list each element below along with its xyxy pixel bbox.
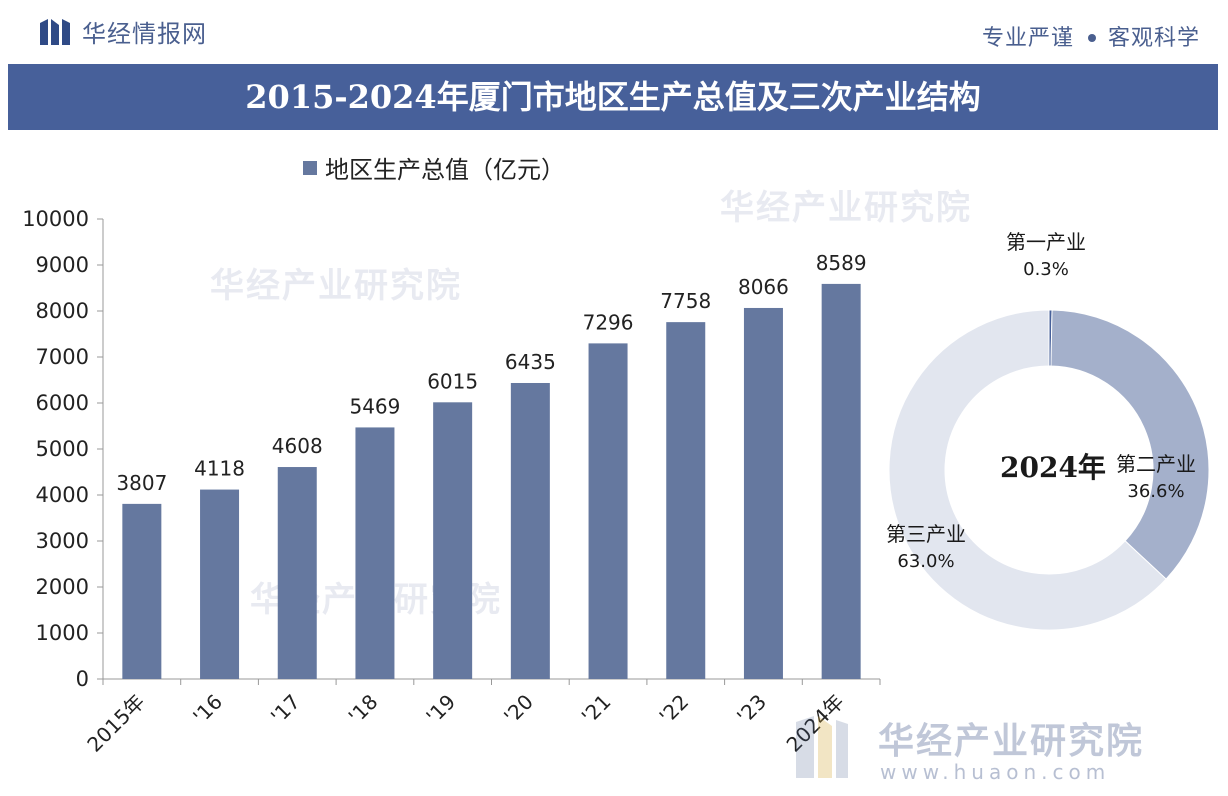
y-tick-label: 9000 — [36, 253, 89, 277]
slice-name: 第三产业 — [886, 522, 966, 546]
brand-logo-icon — [40, 18, 70, 45]
slogan-right: 客观科学 — [1107, 26, 1200, 51]
bar — [200, 489, 240, 679]
legend-label: 地区生产总值（亿元） — [325, 156, 565, 184]
x-tick-label: '19 — [421, 690, 460, 729]
watermark-institute: 华经产业研究院 — [720, 188, 972, 228]
page-title: 2015-2024年厦门市地区生产总值及三次产业结构 — [245, 78, 981, 116]
x-tick-label: '23 — [732, 690, 771, 729]
bar-data-label: 4608 — [272, 434, 323, 458]
title-bar: 2015-2024年厦门市地区生产总值及三次产业结构 — [8, 64, 1218, 130]
slice-name: 第一产业 — [1006, 230, 1086, 254]
x-tick-label: '17 — [266, 690, 305, 729]
donut-slice — [1050, 309, 1210, 580]
bar — [821, 283, 861, 679]
top-bar: 华经情报网 专业严谨 客观科学 — [0, 0, 1228, 62]
slogan: 专业严谨 客观科学 — [982, 20, 1200, 52]
slice-percent: 36.6% — [1127, 481, 1185, 502]
bar-data-label: 4118 — [194, 457, 245, 481]
donut-center-label: 2024年 — [1000, 451, 1106, 484]
y-tick-label: 1000 — [36, 621, 89, 645]
x-tick-label: '16 — [188, 690, 227, 729]
footer-watermark-brand: 华经产业研究院 — [878, 721, 1145, 762]
y-tick-label: 3000 — [36, 529, 89, 553]
brand-name: 华经情报网 — [82, 20, 207, 48]
bar-data-label: 5469 — [349, 394, 400, 418]
bar — [588, 343, 628, 679]
y-tick-label: 5000 — [36, 437, 89, 461]
chart-legend: 地区生产总值（亿元） — [303, 150, 565, 185]
donut-slice — [888, 309, 1167, 631]
donut-label-primary: 第一产业 0.3% — [1006, 226, 1086, 280]
footer-watermark-url: www.huaon.com — [880, 760, 1111, 784]
x-tick-label: '21 — [577, 690, 616, 729]
bar-data-label: 7296 — [583, 310, 634, 334]
y-tick-label: 0 — [76, 667, 89, 691]
slice-percent: 63.0% — [897, 551, 955, 572]
bar — [666, 322, 706, 679]
y-tick-label: 8000 — [36, 299, 89, 323]
slice-percent: 0.3% — [1023, 259, 1069, 280]
brand: 华经情报网 — [38, 14, 207, 49]
donut-label-tertiary: 第三产业 63.0% — [886, 518, 966, 572]
bar — [122, 503, 162, 679]
x-tick-label: 2015年 — [82, 690, 149, 757]
donut-label-secondary: 第二产业 36.6% — [1116, 448, 1196, 502]
bar-data-label: 3807 — [116, 471, 167, 495]
slice-name: 第二产业 — [1116, 452, 1196, 476]
bar-data-label: 6435 — [505, 350, 556, 374]
bar — [277, 467, 317, 679]
y-tick-label: 2000 — [36, 575, 89, 599]
x-tick-label: '20 — [499, 690, 538, 729]
bar-data-label: 7758 — [660, 289, 711, 313]
y-tick-label: 4000 — [36, 483, 89, 507]
bar — [510, 382, 550, 679]
bar-data-label: 6015 — [427, 369, 478, 393]
y-tick-label: 6000 — [36, 391, 89, 415]
bar-data-label: 8589 — [816, 251, 867, 275]
bar — [355, 427, 395, 679]
legend-swatch — [303, 160, 317, 175]
bar-data-label: 8066 — [738, 275, 789, 299]
bar — [433, 402, 473, 679]
slogan-dot-icon — [1087, 33, 1096, 42]
watermark-institute: 华经产业研究院 — [210, 266, 462, 306]
x-tick-label: '18 — [344, 690, 383, 729]
slogan-left: 专业严谨 — [981, 26, 1074, 51]
footer-logo-icon — [796, 716, 848, 778]
x-tick-label: '22 — [654, 690, 693, 729]
y-tick-label: 10000 — [22, 207, 89, 231]
y-tick-label: 7000 — [36, 345, 89, 369]
bar — [743, 307, 783, 679]
